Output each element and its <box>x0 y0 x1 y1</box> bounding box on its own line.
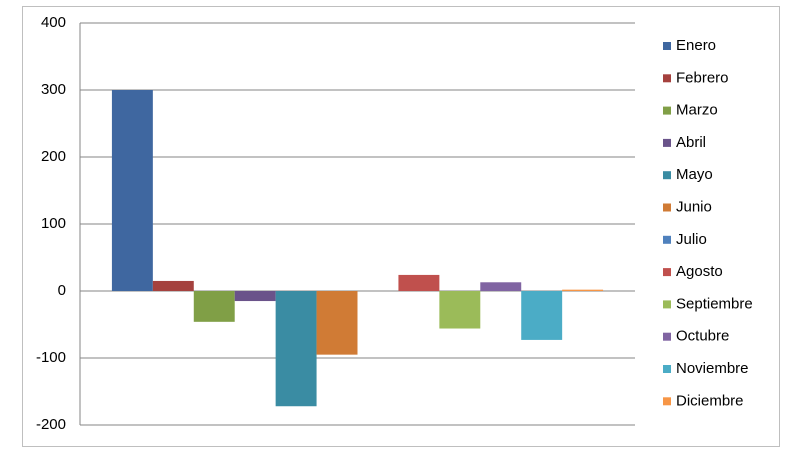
y-tick-label: -100 <box>36 349 66 366</box>
legend-label: Marzo <box>676 102 718 119</box>
legend-swatch <box>663 171 671 180</box>
legend-swatch <box>663 138 671 147</box>
legend-label: Febrero <box>676 69 729 86</box>
y-tick-label: 300 <box>41 81 66 98</box>
y-tick-label: 200 <box>41 148 66 165</box>
bar <box>439 291 481 329</box>
legend-swatch <box>663 106 671 115</box>
legend-label: Enero <box>676 37 716 54</box>
legend-swatch <box>663 235 671 244</box>
legend-swatch <box>663 397 671 406</box>
bar <box>111 90 153 291</box>
legend-label: Diciembre <box>676 392 744 409</box>
bar <box>480 282 522 291</box>
legend-label: Septiembre <box>676 295 753 312</box>
legend-label: Agosto <box>676 263 723 280</box>
legend-swatch <box>663 365 671 373</box>
bar <box>275 291 317 407</box>
y-tick-label: 100 <box>41 215 66 232</box>
legend-label: Julio <box>676 231 707 248</box>
legend-label: Noviembre <box>676 360 749 377</box>
legend-label: Octubre <box>676 328 729 345</box>
legend-swatch <box>663 203 671 212</box>
y-tick-label: 0 <box>58 282 66 299</box>
bar <box>193 291 235 322</box>
y-tick-label: -200 <box>36 416 66 433</box>
legend-label: Abril <box>676 134 706 151</box>
legend-label: Junio <box>676 198 712 215</box>
bar <box>234 291 276 302</box>
legend-swatch <box>663 332 671 341</box>
bar <box>398 274 440 291</box>
bar <box>316 291 358 355</box>
bar <box>521 291 563 340</box>
bar <box>152 280 194 291</box>
bar <box>562 289 604 291</box>
legend-swatch <box>663 74 671 83</box>
legend-swatch <box>663 268 671 277</box>
legend-swatch <box>663 300 671 309</box>
legend-swatch <box>663 42 671 50</box>
y-tick-label: 400 <box>41 14 66 31</box>
legend-label: Mayo <box>676 166 713 183</box>
